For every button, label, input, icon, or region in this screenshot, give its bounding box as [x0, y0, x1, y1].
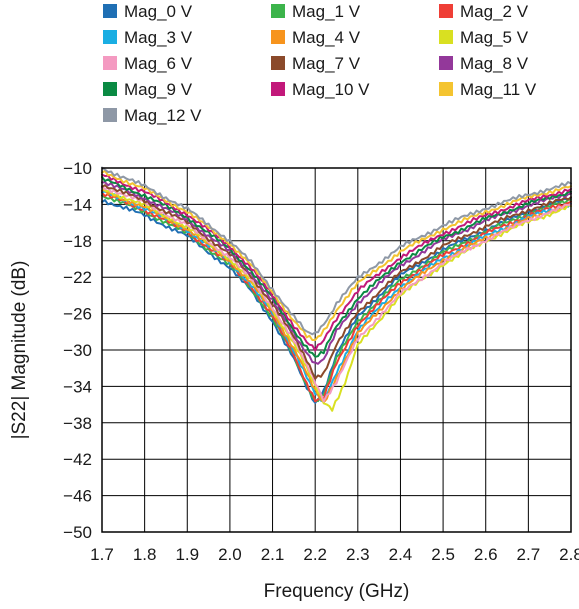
y-tick-label: −22 [63, 268, 92, 287]
y-tick-label: −50 [63, 523, 92, 542]
legend: Mag_0 V Mag_1 V Mag_2 V Mag_3 V Mag_4 V Mag_5… [103, 2, 537, 125]
legend-label: Mag_1 V [292, 2, 361, 21]
y-tick-label: −46 [63, 487, 92, 506]
legend-swatch [439, 82, 453, 96]
legend-swatch [103, 4, 117, 18]
legend-label: Mag_12 V [124, 106, 202, 125]
series-line [101, 197, 572, 404]
legend-label: Mag_11 V [460, 80, 537, 99]
x-axis-label: Frequency (GHz) [264, 581, 410, 602]
y-tick-label: −30 [63, 341, 92, 360]
legend-entry: Mag_12 V [103, 106, 202, 125]
legend-label: Mag_9 V [124, 80, 193, 99]
legend-entry: Mag_1 V [271, 2, 361, 21]
legend-entry: Mag_0 V [103, 2, 193, 21]
legend-swatch [439, 30, 453, 44]
legend-label: Mag_8 V [460, 54, 529, 73]
legend-swatch [103, 108, 117, 122]
legend-label: Mag_0 V [124, 2, 193, 21]
x-tick-label: 2.6 [474, 545, 498, 564]
y-tick-label: −26 [63, 305, 92, 324]
legend-entry: Mag_4 V [271, 28, 361, 47]
y-tick-label: −18 [63, 232, 92, 251]
legend-swatch [439, 56, 453, 70]
legend-entry: Mag_3 V [103, 28, 193, 47]
x-tick-label: 2.1 [261, 545, 285, 564]
legend-swatch [271, 56, 285, 70]
legend-swatch [271, 4, 285, 18]
legend-label: Mag_4 V [292, 28, 361, 47]
x-tick-label: 2.7 [517, 545, 541, 564]
x-tick-label: 1.7 [90, 545, 114, 564]
legend-label: Mag_6 V [124, 54, 193, 73]
legend-label: Mag_2 V [460, 2, 529, 21]
x-tick-label: 2.2 [303, 545, 327, 564]
legend-swatch [271, 82, 285, 96]
y-tick-label: −14 [63, 195, 92, 214]
plot-frame [101, 167, 572, 533]
series-line [101, 169, 572, 341]
legend-entry: Mag_8 V [439, 54, 529, 73]
legend-entry: Mag_10 V [271, 80, 370, 99]
legend-entry: Mag_6 V [103, 54, 193, 73]
y-axis-label: |S22| Magnitude (dB) [9, 261, 30, 440]
series-line [101, 184, 572, 380]
legend-swatch [103, 56, 117, 70]
legend-entry: Mag_7 V [271, 54, 361, 73]
series-line [101, 188, 572, 404]
legend-entry: Mag_2 V [439, 2, 529, 21]
x-tick-labels: 1.7 1.8 1.9 2.0 2.1 2.2 2.3 2.4 2.5 2.6 2.7 2.8 [90, 545, 579, 564]
y-tick-label: −10 [63, 159, 92, 178]
series-line [101, 185, 572, 403]
legend-entry: Mag_9 V [103, 80, 193, 99]
legend-label: Mag_3 V [124, 28, 193, 47]
legend-swatch [103, 30, 117, 44]
x-tick-label: 2.4 [389, 545, 413, 564]
legend-label: Mag_10 V [292, 80, 370, 99]
legend-swatch [271, 30, 285, 44]
y-tick-label: −38 [63, 414, 92, 433]
legend-entry: Mag_5 V [439, 28, 529, 47]
series-line [101, 173, 572, 352]
x-tick-label: 1.9 [175, 545, 199, 564]
y-tick-labels: −10 −14 −18 −22 −26 −30 −34 −38 −42 −46 −50 [63, 159, 92, 542]
x-tick-label: 1.8 [133, 545, 157, 564]
y-tick-label: −42 [63, 450, 92, 469]
x-tick-label: 2.8 [559, 545, 579, 564]
legend-swatch [103, 82, 117, 96]
series-line [101, 166, 572, 336]
legend-label: Mag_7 V [292, 54, 361, 73]
series-line [101, 190, 572, 403]
x-tick-label: 2.5 [431, 545, 455, 564]
legend-label: Mag_5 V [460, 28, 529, 47]
legend-swatch [439, 4, 453, 18]
series-lines [101, 166, 572, 412]
x-tick-label: 2.3 [346, 545, 370, 564]
y-tick-label: −34 [63, 377, 92, 396]
legend-entry: Mag_11 V [439, 80, 537, 99]
x-tick-label: 2.0 [218, 545, 242, 564]
